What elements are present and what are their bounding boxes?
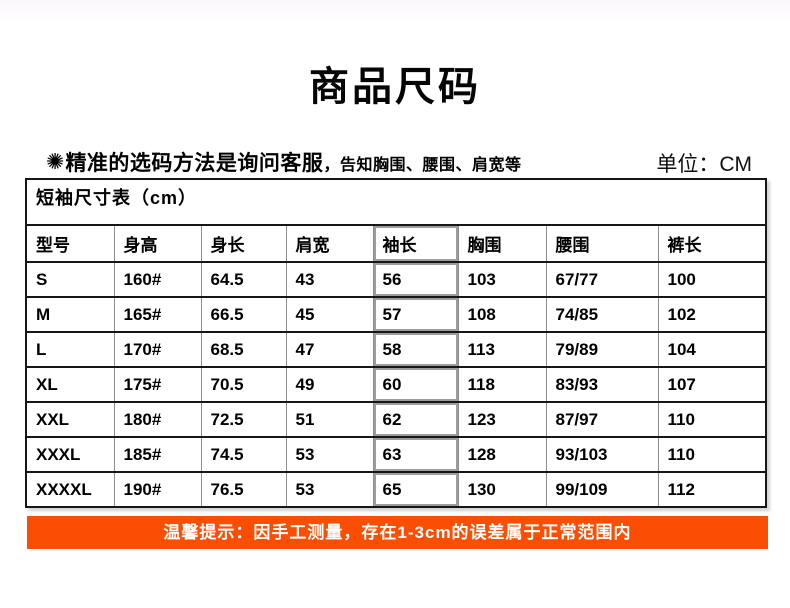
value-cell: 58 xyxy=(373,332,459,368)
sunburst-icon: ✺ xyxy=(46,149,65,174)
value-cell: 104 xyxy=(658,332,767,368)
value-cell: 65 xyxy=(373,472,459,508)
value-cell: 87/97 xyxy=(546,402,659,438)
value-cell: 45 xyxy=(286,297,374,333)
size-label-cell: S xyxy=(26,262,115,298)
value-cell: 74.5 xyxy=(201,437,287,473)
value-cell: 107 xyxy=(658,367,767,403)
value-cell: 185# xyxy=(114,437,202,473)
value-cell: 68.5 xyxy=(201,332,287,368)
size-label-cell: M xyxy=(26,297,115,333)
tip-banner: 温馨提示：因手工测量，存在1-3cm的误差属于正常范围内 xyxy=(27,516,768,549)
table-row: L 170# 68.5 47 58 113 79/89 104 xyxy=(26,332,767,368)
value-cell: 128 xyxy=(458,437,547,473)
column-header: 袖长 xyxy=(373,225,459,263)
value-cell: 110 xyxy=(658,402,767,438)
value-cell: 108 xyxy=(458,297,547,333)
size-label-cell: XXXL xyxy=(26,437,115,473)
value-cell: 103 xyxy=(458,262,547,298)
value-cell: 53 xyxy=(286,472,374,508)
column-header: 裤长 xyxy=(658,225,767,263)
value-cell: 53 xyxy=(286,437,374,473)
value-cell: 49 xyxy=(286,367,374,403)
page-title: 商品尺码 xyxy=(309,65,481,109)
value-cell: 190# xyxy=(114,472,202,508)
table-row: XXXL 185# 74.5 53 63 128 93/103 110 xyxy=(26,437,767,473)
column-header: 身高 xyxy=(114,225,202,263)
size-label-cell: L xyxy=(26,332,115,368)
size-label-cell: XXL xyxy=(26,402,115,438)
value-cell: 110 xyxy=(658,437,767,473)
value-cell: 180# xyxy=(114,402,202,438)
size-table: 短袖尺寸表（cm） 型号 身高 身长 肩宽 袖长 胸围 腰围 裤长 S 160# 64.5 43 56… xyxy=(25,178,768,508)
value-cell: 43 xyxy=(286,262,374,298)
unit-label: 单位：CM xyxy=(656,153,752,176)
value-cell: 63 xyxy=(373,437,459,473)
value-cell: 79/89 xyxy=(546,332,659,368)
value-cell: 76.5 xyxy=(201,472,287,508)
value-cell: 62 xyxy=(373,402,459,438)
value-cell: 74/85 xyxy=(546,297,659,333)
value-cell: 93/103 xyxy=(546,437,659,473)
value-cell: 170# xyxy=(114,332,202,368)
value-cell: 72.5 xyxy=(201,402,287,438)
column-header: 腰围 xyxy=(546,225,659,263)
table-caption: 短袖尺寸表（cm） xyxy=(26,179,767,226)
value-cell: 47 xyxy=(286,332,374,368)
top-tint-strip xyxy=(0,0,790,22)
column-header: 胸围 xyxy=(458,225,547,263)
column-header: 型号 xyxy=(26,225,115,263)
value-cell: 100 xyxy=(658,262,767,298)
table-caption-row: 短袖尺寸表（cm） xyxy=(26,179,767,226)
value-cell: 113 xyxy=(458,332,547,368)
value-cell: 118 xyxy=(458,367,547,403)
value-cell: 175# xyxy=(114,367,202,403)
value-cell: 160# xyxy=(114,262,202,298)
sizing-note: ✺ 精准的选码方法是询问客服 ，告知胸围、腰围、肩宽等 xyxy=(46,147,752,177)
note-sub-text: ，告知胸围、腰围、肩宽等 xyxy=(323,157,522,174)
column-header: 肩宽 xyxy=(286,225,374,263)
value-cell: 60 xyxy=(373,367,459,403)
table-row: XXL 180# 72.5 51 62 123 87/97 110 xyxy=(26,402,767,438)
value-cell: 123 xyxy=(458,402,547,438)
value-cell: 67/77 xyxy=(546,262,659,298)
note-main-text: 精准的选码方法是询问客服 xyxy=(65,152,324,175)
table-row: S 160# 64.5 43 56 103 67/77 100 xyxy=(26,262,767,298)
value-cell: 130 xyxy=(458,472,547,508)
value-cell: 70.5 xyxy=(201,367,287,403)
value-cell: 165# xyxy=(114,297,202,333)
value-cell: 57 xyxy=(373,297,459,333)
size-label-cell: XXXXL xyxy=(26,472,115,508)
value-cell: 64.5 xyxy=(201,262,287,298)
table-row: M 165# 66.5 45 57 108 74/85 102 xyxy=(26,297,767,333)
value-cell: 51 xyxy=(286,402,374,438)
table-row: XXXXL 190# 76.5 53 65 130 99/109 112 xyxy=(26,472,767,508)
value-cell: 112 xyxy=(658,472,767,508)
value-cell: 83/93 xyxy=(546,367,659,403)
value-cell: 66.5 xyxy=(201,297,287,333)
size-label-cell: XL xyxy=(26,367,115,403)
table-row: XL 175# 70.5 49 60 118 83/93 107 xyxy=(26,367,767,403)
column-header: 身长 xyxy=(201,225,287,263)
value-cell: 99/109 xyxy=(546,472,659,508)
value-cell: 102 xyxy=(658,297,767,333)
table-header-row: 型号 身高 身长 肩宽 袖长 胸围 腰围 裤长 xyxy=(26,225,767,263)
value-cell: 56 xyxy=(373,262,459,298)
